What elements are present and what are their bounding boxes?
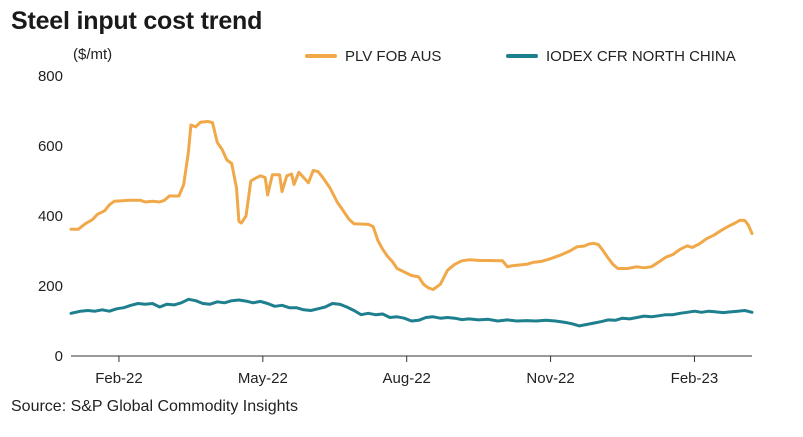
series-lines bbox=[69, 120, 754, 328]
y-tick-label-0: 0 bbox=[55, 348, 63, 365]
series-line-plv-fob-aus bbox=[69, 120, 754, 291]
x-tick-label-aug-22: Aug-22 bbox=[383, 370, 431, 387]
x-axis-ticks: Feb-22 May-22 Aug-22 Nov-22 Feb-23 bbox=[95, 356, 718, 387]
legend-swatch-plv bbox=[305, 54, 337, 58]
legend-entry-iodex: IODEX CFR NORTH CHINA bbox=[506, 46, 736, 66]
legend-label-plv: PLV FOB AUS bbox=[345, 47, 442, 65]
x-tick-label-feb-22: Feb-22 bbox=[95, 370, 143, 387]
legend-swatch-iodex bbox=[506, 54, 538, 58]
y-tick-label-600: 600 bbox=[38, 138, 63, 155]
source-note: Source: S&P Global Commodity Insights bbox=[11, 398, 298, 415]
y-tick-label-200: 200 bbox=[38, 278, 63, 295]
x-tick-label-feb-23: Feb-23 bbox=[671, 370, 719, 387]
x-tick-label-may-22: May-22 bbox=[238, 370, 288, 387]
x-tick-label-nov-22: Nov-22 bbox=[526, 370, 574, 387]
y-axis-ticks: 0 200 400 600 800 bbox=[38, 68, 63, 365]
legend-label-iodex: IODEX CFR NORTH CHINA bbox=[546, 47, 736, 65]
y-axis-unit-label: ($/mt) bbox=[73, 46, 113, 63]
y-tick-label-800: 800 bbox=[38, 68, 63, 85]
y-tick-label-400: 400 bbox=[38, 208, 63, 225]
series-line-iodex-cfr-north-china bbox=[69, 297, 754, 328]
legend-entry-plv: PLV FOB AUS bbox=[305, 46, 441, 66]
chart-title: Steel input cost trend bbox=[11, 7, 263, 35]
